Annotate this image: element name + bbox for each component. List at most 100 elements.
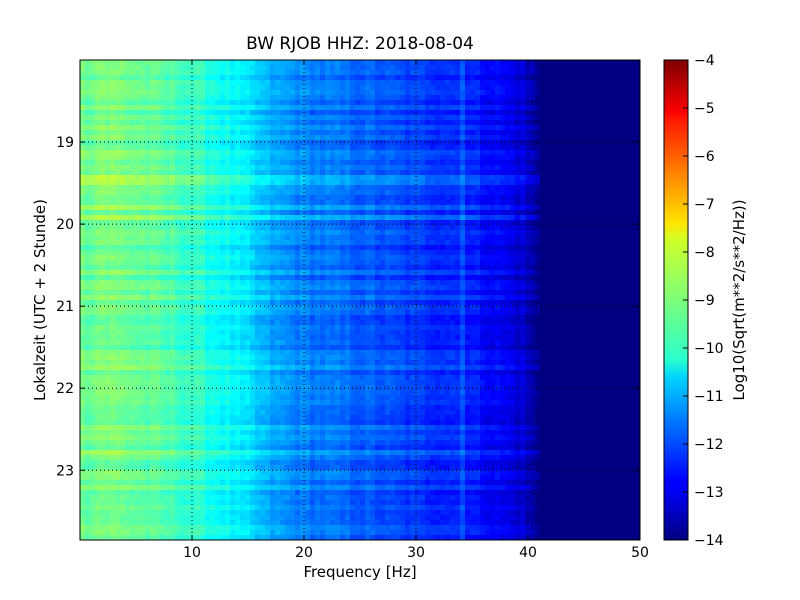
heatmap-cell xyxy=(90,145,96,151)
heatmap-cell xyxy=(400,105,406,111)
heatmap-cell xyxy=(635,215,640,221)
heatmap-cell xyxy=(210,275,216,281)
heatmap-cell xyxy=(290,240,296,246)
heatmap-cell xyxy=(305,180,311,186)
heatmap-cell xyxy=(410,175,416,181)
heatmap-cell xyxy=(120,280,126,286)
heatmap-cell xyxy=(605,180,611,186)
heatmap-cell xyxy=(305,105,311,111)
heatmap-cell xyxy=(585,175,591,181)
heatmap-cell xyxy=(105,125,111,131)
heatmap-cell xyxy=(220,240,226,246)
heatmap-cell xyxy=(120,205,126,211)
heatmap-cell xyxy=(400,255,406,261)
heatmap-cell xyxy=(595,155,601,161)
heatmap-cell xyxy=(175,65,181,71)
heatmap-cell xyxy=(615,180,621,186)
heatmap-cell xyxy=(335,75,341,81)
heatmap-cell xyxy=(275,100,281,106)
heatmap-cell xyxy=(225,175,231,181)
heatmap-cell xyxy=(325,80,331,86)
heatmap-cell xyxy=(340,270,346,276)
heatmap-cell xyxy=(315,90,321,96)
heatmap-cell xyxy=(110,260,116,266)
heatmap-cell xyxy=(330,210,336,216)
heatmap-cell xyxy=(420,190,426,196)
heatmap-cell xyxy=(455,250,461,256)
heatmap-cell xyxy=(400,230,406,236)
heatmap-cell xyxy=(275,75,281,81)
heatmap-cell xyxy=(515,115,521,121)
heatmap-cell xyxy=(200,140,206,146)
heatmap-cell xyxy=(385,85,391,91)
heatmap-cell xyxy=(475,250,481,256)
heatmap-cell xyxy=(325,100,331,106)
heatmap-cell xyxy=(435,95,441,101)
heatmap-cell xyxy=(615,175,621,181)
heatmap-cell xyxy=(245,190,251,196)
heatmap-cell xyxy=(320,190,326,196)
heatmap-cell xyxy=(125,185,131,191)
heatmap-cell xyxy=(520,245,526,251)
heatmap-cell xyxy=(105,110,111,116)
heatmap-cell xyxy=(85,155,91,161)
heatmap-cell xyxy=(325,115,331,121)
heatmap-cell xyxy=(435,255,441,261)
heatmap-cell xyxy=(210,195,216,201)
heatmap-cell xyxy=(385,270,391,276)
heatmap-cell xyxy=(265,210,271,216)
heatmap-cell xyxy=(250,220,256,226)
heatmap-cell xyxy=(480,150,486,156)
heatmap-cell xyxy=(365,150,371,156)
heatmap-cell xyxy=(225,70,231,76)
heatmap-cell xyxy=(225,95,231,101)
heatmap-cell xyxy=(295,220,301,226)
heatmap-cell xyxy=(480,200,486,206)
heatmap-cell xyxy=(335,265,341,271)
heatmap-cell xyxy=(445,110,451,116)
heatmap-cell xyxy=(290,185,296,191)
heatmap-cell xyxy=(630,180,636,186)
heatmap-cell xyxy=(235,60,241,66)
heatmap-cell xyxy=(380,270,386,276)
heatmap-cell xyxy=(270,145,276,151)
heatmap-cell xyxy=(285,130,291,136)
heatmap-cell xyxy=(590,265,596,271)
heatmap-cell xyxy=(455,275,461,281)
heatmap-cell xyxy=(445,240,451,246)
heatmap-cell xyxy=(155,235,161,241)
heatmap-cell xyxy=(525,115,531,121)
heatmap-cell xyxy=(440,80,446,86)
heatmap-cell xyxy=(460,70,466,76)
heatmap-cell xyxy=(620,115,626,121)
heatmap-cell xyxy=(80,180,86,186)
heatmap-cell xyxy=(90,75,96,81)
heatmap-cell xyxy=(620,220,626,226)
heatmap-cell xyxy=(145,75,151,81)
heatmap-cell xyxy=(215,215,221,221)
heatmap-cell xyxy=(460,130,466,136)
heatmap-cell xyxy=(320,220,326,226)
heatmap-cell xyxy=(295,280,301,286)
heatmap-cell xyxy=(220,245,226,251)
heatmap-cell xyxy=(355,170,361,176)
chart-title: BW RJOB HHZ: 2018-08-04 xyxy=(246,34,474,54)
heatmap-cell xyxy=(305,140,311,146)
heatmap-cell xyxy=(280,70,286,76)
heatmap-cell xyxy=(505,260,511,266)
heatmap-cell xyxy=(340,70,346,76)
heatmap-cell xyxy=(125,115,131,121)
heatmap-cell xyxy=(325,205,331,211)
heatmap-cell xyxy=(220,90,226,96)
heatmap-cell xyxy=(80,90,86,96)
heatmap-cell xyxy=(290,220,296,226)
heatmap-cell xyxy=(220,125,226,131)
heatmap-cell xyxy=(80,215,86,221)
heatmap-cell xyxy=(300,170,306,176)
heatmap-cell xyxy=(480,85,486,91)
heatmap-cell xyxy=(410,90,416,96)
heatmap-cell xyxy=(590,230,596,236)
heatmap-cell xyxy=(510,190,516,196)
heatmap-cell xyxy=(425,100,431,106)
heatmap-cell xyxy=(350,85,356,91)
